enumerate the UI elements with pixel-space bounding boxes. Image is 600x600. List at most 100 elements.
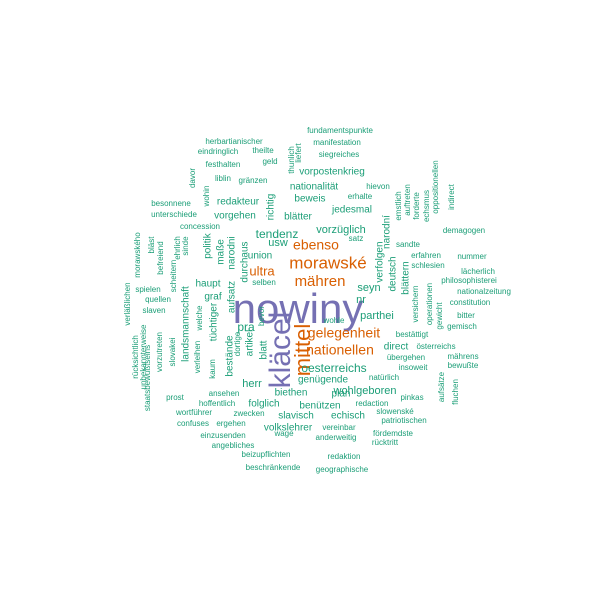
word-liefert: liefert xyxy=(294,142,303,162)
word-genügende: genügende xyxy=(298,375,348,386)
word-blätter: blätter xyxy=(284,212,312,223)
word-angebliches: angebliches xyxy=(212,441,255,450)
word-biethen: biethen xyxy=(275,388,308,399)
word-wortführer: wortführer xyxy=(175,408,212,417)
word-hievon: hievon xyxy=(366,182,390,191)
word-patriotischen: patriotischen xyxy=(381,416,426,425)
word-österreichs: österreichs xyxy=(416,342,455,351)
word-vorzüglich: vorzüglich xyxy=(316,224,366,236)
word-mährens: mährens xyxy=(447,352,478,361)
word-geographische: geographische xyxy=(316,465,369,474)
word-thunlich: thunlich xyxy=(287,146,296,174)
word-operationen: operationen xyxy=(425,283,434,325)
word-kläcel: kläcel xyxy=(264,312,297,389)
word-bläst: bläst xyxy=(147,236,156,254)
word-manifestation: manifestation xyxy=(313,138,361,147)
word-pra: pra xyxy=(237,320,255,334)
word-echsmus: echsmus xyxy=(422,190,431,222)
word-rücktritt: rücktritt xyxy=(372,438,399,447)
word-scheitern: scheitern xyxy=(169,260,178,292)
word-aufsatz: aufsatz xyxy=(227,281,238,313)
word-slaven: slaven xyxy=(142,306,165,315)
word-mittel: mittel xyxy=(290,324,315,377)
word-gränzen: gränzen xyxy=(239,176,268,185)
word-graf: graf xyxy=(204,292,221,303)
word-übergehen: übergehen xyxy=(387,353,425,362)
word-forderte: forderte xyxy=(412,192,421,220)
word-redaktion: redaktion xyxy=(328,452,361,461)
word-bestättigt: bestättigt xyxy=(396,330,429,339)
word-tüchtiger: tüchtiger xyxy=(209,302,220,341)
word-redakteur: redakteur xyxy=(217,197,260,208)
word-artikel: artikel xyxy=(245,330,256,357)
word-ebenso: ebenso xyxy=(293,237,339,253)
word-bevor: bevor xyxy=(257,306,266,326)
word-vorpostenkrieg: vorpostenkrieg xyxy=(299,167,365,178)
word-herr: herr xyxy=(242,378,262,390)
word-beweis: beweis xyxy=(294,194,325,205)
word-nowiny: nowiny xyxy=(233,285,364,332)
word-blättern: blättern xyxy=(401,261,412,294)
word-versichern: versichern xyxy=(411,286,420,323)
word-erhalte: erhalte xyxy=(348,192,373,201)
word-geld: geld xyxy=(262,157,277,166)
word-oppositionellen: oppositionellen xyxy=(431,160,440,213)
word-eindringlich: eindringlich xyxy=(198,147,238,156)
word-insoweit: insoweit xyxy=(399,363,429,372)
word-constitution: constitution xyxy=(450,298,490,307)
word-oesterreichs: oesterreichs xyxy=(301,361,366,375)
word-seyn: seyn xyxy=(357,282,380,294)
word-politik: politik xyxy=(203,232,214,259)
word-fluchen: fluchen xyxy=(451,379,460,405)
word-davor: davor xyxy=(188,168,197,188)
word-auftreten: auftreten xyxy=(403,184,412,216)
word-tendenz: tendenz xyxy=(256,227,299,241)
word-parthei: parthei xyxy=(360,310,394,322)
word-landsmannschaft: landsmannschaft xyxy=(181,286,192,362)
word-erfahren: erfahren xyxy=(411,251,441,260)
word-verleihen: verleihen xyxy=(193,341,202,373)
word-slowenské: slowenské xyxy=(376,407,414,416)
word-wohin: wohin xyxy=(202,186,211,208)
word-pinkas: pinkas xyxy=(400,393,423,402)
word-philosophisterei: philosophisterei xyxy=(441,276,497,285)
word-besonnene: besonnene xyxy=(151,199,191,208)
word-usw: usw xyxy=(268,237,288,249)
word-blatt: blatt xyxy=(259,340,270,359)
word-bestände: bestände xyxy=(225,335,236,377)
word-quellen: quellen xyxy=(145,295,171,304)
word-redaction: redaction xyxy=(356,399,389,408)
word-wage: wage xyxy=(273,429,294,438)
word-beizupflichten: beizupflichten xyxy=(242,450,291,459)
word-volkslehrer: volkslehrer xyxy=(264,423,313,434)
word-mähren: mähren xyxy=(295,273,346,290)
word-rücksichtlich: rücksichtlich xyxy=(131,335,140,379)
word-bewußte: bewußte xyxy=(448,361,479,370)
word-vorzutreten: vorzutreten xyxy=(155,332,164,372)
word-verfolgen: verfolgen xyxy=(375,241,386,282)
word-unbekannterweise: unbekannterweise xyxy=(139,324,148,389)
word-anderweitig: anderweitig xyxy=(316,433,357,442)
word-hoffentlich: hoffentlich xyxy=(199,399,235,408)
word-morawského: morawského xyxy=(133,232,142,278)
word-staatsbewußtseins: staatsbewußtseins xyxy=(143,345,152,411)
word-dortige: dortige xyxy=(233,331,242,356)
word-ultra: ultra xyxy=(249,263,275,278)
word-welche: welche xyxy=(195,305,204,331)
word-herbartianischer: herbartianischer xyxy=(205,137,263,146)
word-sinde: sinde xyxy=(181,236,190,256)
word-befreiend: befreiend xyxy=(156,241,165,274)
word-slovakei: slovakei xyxy=(168,337,177,366)
word-narodní: narodní xyxy=(382,215,393,249)
word-vereinbar: vereinbar xyxy=(322,423,356,432)
word-verläßlichen: verläßlichen xyxy=(123,282,132,325)
word-siegreiches: siegreiches xyxy=(319,150,359,159)
word-fundamentspunkte: fundamentspunkte xyxy=(307,126,373,135)
word-beschränkende: beschränkende xyxy=(246,463,301,472)
word-liblin: liblin xyxy=(215,174,231,183)
word-aufsätze: aufsätze xyxy=(437,371,446,402)
word-ehrlich: ehrlich xyxy=(173,236,182,260)
word-wohle: wohle xyxy=(323,316,345,325)
word-vorgehen: vorgehen xyxy=(214,211,256,222)
word-satz: satz xyxy=(349,234,364,243)
